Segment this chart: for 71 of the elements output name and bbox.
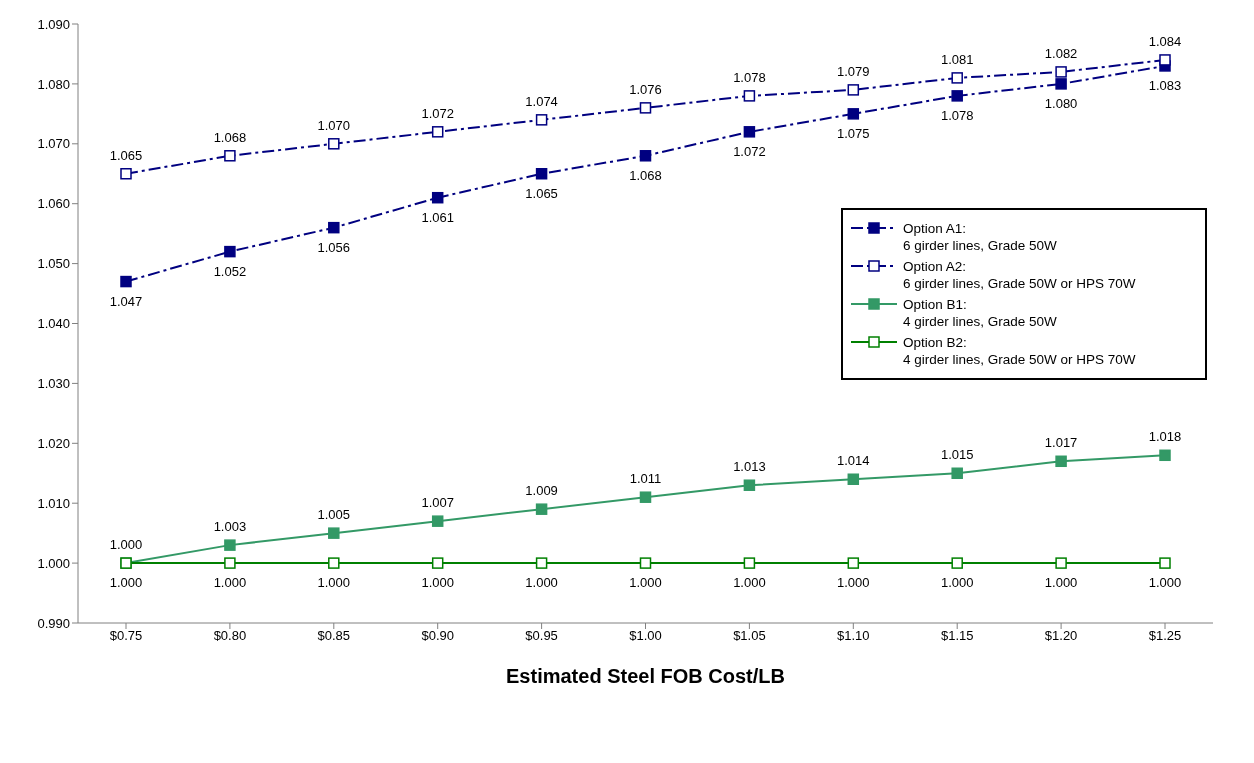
data-label: 1.000 — [1044, 575, 1078, 591]
x-tick-label: $0.85 — [317, 628, 351, 644]
data-label: 1.013 — [733, 459, 766, 475]
data-label: 1.072 — [421, 105, 454, 121]
y-tick-label: 1.060 — [37, 196, 70, 212]
x-tick-label: $0.80 — [213, 628, 247, 644]
y-tick-label: 1.050 — [37, 256, 70, 272]
y-tick-label: 1.070 — [37, 136, 70, 152]
y-tick-label: 1.040 — [37, 316, 70, 332]
data-label: 1.000 — [421, 575, 454, 591]
x-tick-label: $0.95 — [525, 628, 558, 644]
y-tick-label: 1.000 — [37, 555, 70, 571]
data-label: 1.000 — [109, 575, 143, 591]
data-label: 1.000 — [629, 575, 662, 591]
x-tick-label: $1.00 — [629, 628, 662, 644]
data-label: 1.005 — [317, 507, 351, 523]
data-label: 1.000 — [1148, 575, 1182, 591]
data-label: 1.083 — [1148, 77, 1182, 93]
data-label: 1.003 — [213, 519, 247, 535]
legend-label: Option A1: 6 girder lines, Grade 50W — [903, 220, 1057, 254]
data-label: 1.015 — [940, 447, 974, 463]
x-tick-label: $1.25 — [1148, 628, 1182, 644]
x-tick-label: $1.20 — [1044, 628, 1078, 644]
y-tick-label: 1.090 — [37, 16, 70, 32]
data-label: 1.000 — [213, 575, 247, 591]
legend-label: Option B2: 4 girder lines, Grade 50W or HPS 70W — [903, 334, 1136, 368]
data-label: 1.000 — [109, 537, 143, 553]
data-label: 1.014 — [837, 453, 870, 469]
data-label: 1.061 — [421, 209, 454, 225]
data-label: 1.081 — [940, 51, 974, 67]
data-label: 1.000 — [837, 575, 870, 591]
y-tick-label: 1.020 — [37, 435, 70, 451]
data-label: 1.076 — [629, 81, 662, 97]
x-tick-label: $1.10 — [837, 628, 870, 644]
data-label: 1.072 — [733, 143, 766, 159]
data-label: 1.079 — [837, 63, 870, 79]
data-label: 1.047 — [109, 293, 143, 309]
x-tick-label: $1.15 — [940, 628, 974, 644]
y-tick-label: 1.030 — [37, 376, 70, 392]
data-label: 1.017 — [1044, 435, 1078, 451]
data-label: 1.000 — [733, 575, 766, 591]
data-label: 1.065 — [109, 147, 143, 163]
y-tick-label: 1.080 — [37, 76, 70, 92]
data-label: 1.078 — [733, 69, 766, 85]
data-label: 1.078 — [940, 107, 974, 123]
data-label: 1.075 — [837, 125, 870, 141]
y-tick-label: 1.010 — [37, 495, 70, 511]
data-label: 1.082 — [1044, 45, 1078, 61]
data-label: 1.068 — [629, 167, 662, 183]
data-label: 1.011 — [629, 471, 662, 487]
x-tick-label: $1.05 — [733, 628, 766, 644]
data-label: 1.074 — [525, 93, 558, 109]
data-label: 1.000 — [317, 575, 351, 591]
x-axis-title: Estimated Steel FOB Cost/LB — [506, 665, 785, 687]
x-tick-label: $0.75 — [109, 628, 143, 644]
y-tick-label: 0.990 — [37, 615, 70, 631]
data-label: 1.084 — [1148, 33, 1182, 49]
data-label: 1.000 — [940, 575, 974, 591]
data-label: 1.056 — [317, 239, 351, 255]
data-label: 1.070 — [317, 117, 351, 133]
data-label: 1.000 — [525, 575, 558, 591]
data-label: 1.009 — [525, 483, 558, 499]
legend-label: Option A2: 6 girder lines, Grade 50W or HPS 70W — [903, 258, 1136, 292]
data-label: 1.068 — [213, 129, 247, 145]
data-label: 1.007 — [421, 495, 454, 511]
x-tick-label: $0.90 — [421, 628, 454, 644]
data-label: 1.018 — [1148, 429, 1182, 445]
data-label: 1.052 — [213, 263, 247, 279]
legend-label: Option B1: 4 girder lines, Grade 50W — [903, 296, 1057, 330]
data-label: 1.065 — [525, 185, 558, 201]
data-label: 1.080 — [1044, 95, 1078, 111]
